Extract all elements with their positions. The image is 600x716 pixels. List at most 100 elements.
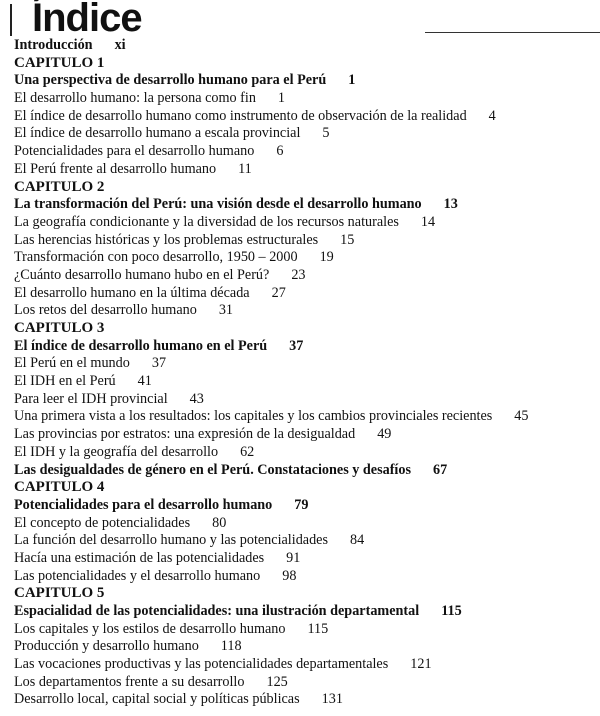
toc-entry: Los retos del desarrollo humano 31 [14,302,600,320]
entry-page-number: 1 [277,90,286,107]
entry-title: El Perú frente al desarrollo humano [14,160,217,177]
entry-page-number: 80 [212,514,227,531]
entry-title: La geografía condicionante y la diversid… [14,213,399,230]
toc-entry: Transformación con poco desarrollo, 1950… [14,249,600,267]
entry-title: Desarrollo local, capital social y polít… [14,691,300,708]
entry-title: El índice de desarrollo humano en el Per… [14,337,268,354]
entry-title: El índice de desarrollo humano a escala … [14,125,301,142]
entry-page-number: 98 [282,567,297,584]
toc-entry: La función del desarrollo humano y las p… [14,532,600,550]
entry-page-number: 84 [350,532,365,549]
title-bar-decoration [10,4,12,36]
entry-title: Las herencias históricas y los problemas… [14,231,319,248]
table-of-contents: Introducción xi CAPITULO 1 Una perspectiva … [14,37,600,709]
page-title: Índice [32,0,143,40]
header-rule [425,32,600,33]
entry-title: El IDH en el Perú [14,373,116,390]
toc-entry: Hacía una estimación de las potencialida… [14,550,600,568]
entry-page-number: 121 [410,656,432,673]
entry-page-number: 131 [321,691,343,708]
entry-title: Introducción [14,37,93,53]
toc-entry: Producción y desarrollo humano 118 [14,638,600,656]
entry-page-number: 37 [289,337,304,354]
entry-title: Los departamentos frente a su desarrollo [14,673,245,690]
toc-entry: El IDH y la geografía del desarrollo 62 [14,444,600,462]
entry-page-number: 27 [271,284,286,301]
entry-title: Espacialidad de las potencialidades: una… [14,603,420,619]
toc-entry: La geografía condicionante y la diversid… [14,214,600,232]
entry-title: El desarrollo humano en la última década [14,284,250,301]
chapter-heading: CAPITULO 4 [14,479,600,497]
toc-entry: El desarrollo humano en la última década… [14,285,600,303]
toc-entry: Para leer el IDH provincial 43 [14,391,600,409]
entry-title: CAPITULO 4 [14,479,105,496]
toc-entry: Las desigualdades de género en el Perú. … [14,462,600,480]
entry-page-number: 31 [218,302,234,319]
entry-title: Para leer el IDH provincial [14,390,168,407]
entry-title: El concepto de potencialidades [14,514,191,531]
entry-title: CAPITULO 1 [14,54,105,71]
entry-page-number: 45 [514,408,529,425]
entry-page-number: 115 [307,620,329,637]
toc-entry: Los departamentos frente a su desarrollo… [14,674,600,692]
entry-page-number: 43 [189,390,204,407]
entry-title: Transformación con poco desarrollo, 1950… [14,249,298,266]
entry-title: Una perspectiva de desarrollo humano par… [14,72,327,89]
entry-title: CAPITULO 5 [14,585,105,602]
entry-page-number: 13 [443,196,458,213]
chapter-heading: CAPITULO 1 [14,55,600,73]
entry-page-number: 19 [319,249,334,266]
entry-title: CAPITULO 2 [14,178,105,195]
toc-entry: Las herencias históricas y los problemas… [14,232,600,250]
entry-title: Las potencialidades y el desarrollo huma… [14,567,261,584]
toc-entry: El Perú frente al desarrollo humano 11 [14,161,600,179]
entry-title: Potencialidades para el desarrollo human… [14,496,273,513]
toc-entry: Una perspectiva de desarrollo humano par… [14,72,600,90]
entry-title: Los retos del desarrollo humano [14,302,197,319]
entry-title: La transformación del Perú: una visión d… [14,196,422,213]
toc-entry: El IDH en el Perú 41 [14,373,600,391]
toc-entry: El índice de desarrollo humano en el Per… [14,338,600,356]
entry-title: El desarrollo humano: la persona como fi… [14,90,256,107]
chapter-heading: CAPITULO 5 [14,585,600,603]
toc-entry: Las potencialidades y el desarrollo huma… [14,568,600,586]
toc-entry: El índice de desarrollo humano como inst… [14,108,600,126]
entry-page-number: 6 [276,143,284,160]
toc-entry: El desarrollo humano: la persona como fi… [14,90,600,108]
entry-page-number: xi [114,37,126,53]
entry-page-number: 5 [322,125,330,142]
entry-title: El Perú en el mundo [14,355,130,372]
toc-entry: Los capitales y los estilos de desarroll… [14,621,600,639]
entry-page-number: 4 [488,107,496,124]
entry-title: CAPITULO 3 [14,320,105,336]
entry-title: El índice de desarrollo humano como inst… [14,107,467,124]
entry-page-number: 23 [291,266,306,283]
toc-entry: El Perú en el mundo 37 [14,355,600,373]
entry-page-number: 67 [433,461,448,478]
entry-title: Potencialidades para el desarrollo human… [14,143,255,160]
entry-title: La función del desarrollo humano y las p… [14,532,328,549]
entry-title: Las provincias por estratos: una expresi… [14,426,356,443]
toc-entry: Potencialidades para el desarrollo human… [14,497,600,515]
entry-page-number: 49 [377,426,392,443]
toc-entry: Potencialidades para el desarrollo human… [14,143,600,161]
toc-entry: El índice de desarrollo humano a escala … [14,125,600,143]
entry-title: Las desigualdades de género en el Perú. … [14,461,411,478]
entry-page-number: 62 [240,443,255,460]
toc-entry: Espacialidad de las potencialidades: una… [14,603,600,621]
chapter-heading: CAPITULO 3 [14,320,600,338]
entry-page-number: 118 [220,638,242,655]
entry-page-number: 14 [420,213,436,230]
entry-title: Los capitales y los estilos de desarroll… [14,620,286,637]
toc-entry: Una primera vista a los resultados: los … [14,408,600,426]
toc-entry: Las vocaciones productivas y las potenci… [14,656,600,674]
toc-entry: La transformación del Perú: una visión d… [14,196,600,214]
entry-title: El IDH y la geografía del desarrollo [14,443,219,460]
toc-entry: ¿Cuánto desarrollo humano hubo en el Per… [14,267,600,285]
entry-page-number: 41 [137,373,152,390]
entry-page-number: 79 [294,496,309,513]
toc-entry: Las provincias por estratos: una expresi… [14,426,600,444]
entry-title: Hacía una estimación de las potencialida… [14,549,265,566]
entry-page-number: 125 [266,673,288,690]
entry-title: Una primera vista a los resultados: los … [14,408,493,425]
